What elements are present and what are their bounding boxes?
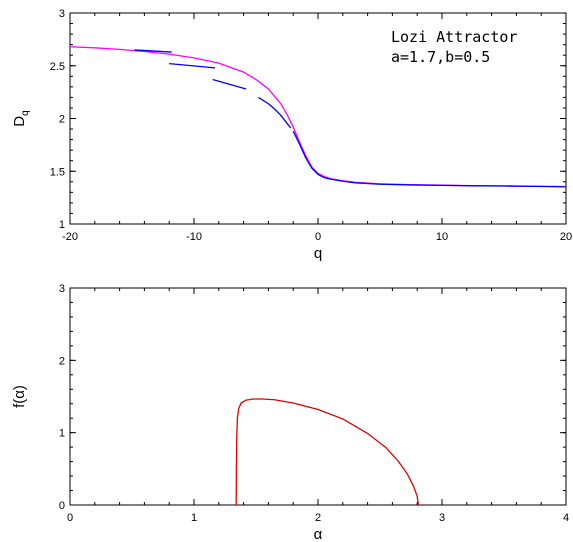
- dq-x-tick-label: -10: [186, 231, 202, 243]
- f-alpha-x-tick-label: 1: [191, 512, 197, 524]
- f-alpha-y-axis-label: f(α): [11, 385, 28, 408]
- dq-chart: -20 -10 0 10 20 1 1.5 2 2.5 3 Lozi Attractor a=1.…: [11, 8, 572, 262]
- dq-series-line-0: [69, 46, 567, 188]
- f-alpha-x-tick-label: 4: [563, 512, 569, 524]
- dq-series-line-4: [169, 62, 216, 69]
- dq-ticks: -20 -10 0 10 20 1 1.5 2 2.5 3: [50, 8, 572, 243]
- dq-series-group: [69, 46, 567, 188]
- dq-series-line-3: [212, 78, 247, 90]
- f-alpha-y-tick-label: 3: [59, 283, 65, 295]
- dq-x-tick-label: 0: [315, 231, 321, 243]
- dq-y-tick-label: 1.5: [50, 166, 65, 178]
- dq-y-tick-label: 2: [59, 114, 65, 126]
- dq-x-tick-label: 20: [560, 231, 572, 243]
- dq-y-tick-label: 2.5: [50, 61, 65, 73]
- f-alpha-series-line-0: [235, 398, 420, 506]
- dq-y-axis-label-subscript: q: [20, 110, 31, 116]
- f-alpha-ticks: 0 1 2 3 4 0 1 2 3: [59, 283, 569, 524]
- dq-y-tick-label: 3: [59, 8, 65, 20]
- chart-annotation-params: a=1.7,b=0.5: [391, 48, 490, 66]
- f-alpha-x-tick-label: 0: [67, 512, 73, 524]
- f-alpha-x-axis-label: α: [314, 526, 323, 542]
- dq-y-axis-label-main: D: [11, 116, 28, 127]
- dq-x-axis-label: q: [314, 245, 322, 262]
- chart-annotation-title: Lozi Attractor: [391, 28, 517, 46]
- f-alpha-y-tick-label: 1: [59, 428, 65, 440]
- dq-series-line-2: [258, 96, 292, 129]
- dq-x-tick-label: -20: [62, 231, 78, 243]
- f-alpha-chart: 0 1 2 3 4 0 1 2 3 α f(α): [11, 283, 569, 542]
- f-alpha-y-tick-label: 0: [59, 500, 65, 512]
- f-alpha-y-tick-label: 2: [59, 355, 65, 367]
- dq-x-tick-label: 10: [436, 231, 448, 243]
- dq-y-tick-label: 1: [59, 219, 65, 231]
- f-alpha-plot-frame: [69, 287, 567, 506]
- f-alpha-x-tick-label: 2: [315, 512, 321, 524]
- f-alpha-series-group: [235, 398, 420, 506]
- dq-series-line-1: [292, 130, 567, 188]
- dq-series-line-5: [134, 49, 172, 53]
- dq-y-axis-label: Dq: [11, 110, 31, 126]
- f-alpha-x-tick-label: 3: [439, 512, 445, 524]
